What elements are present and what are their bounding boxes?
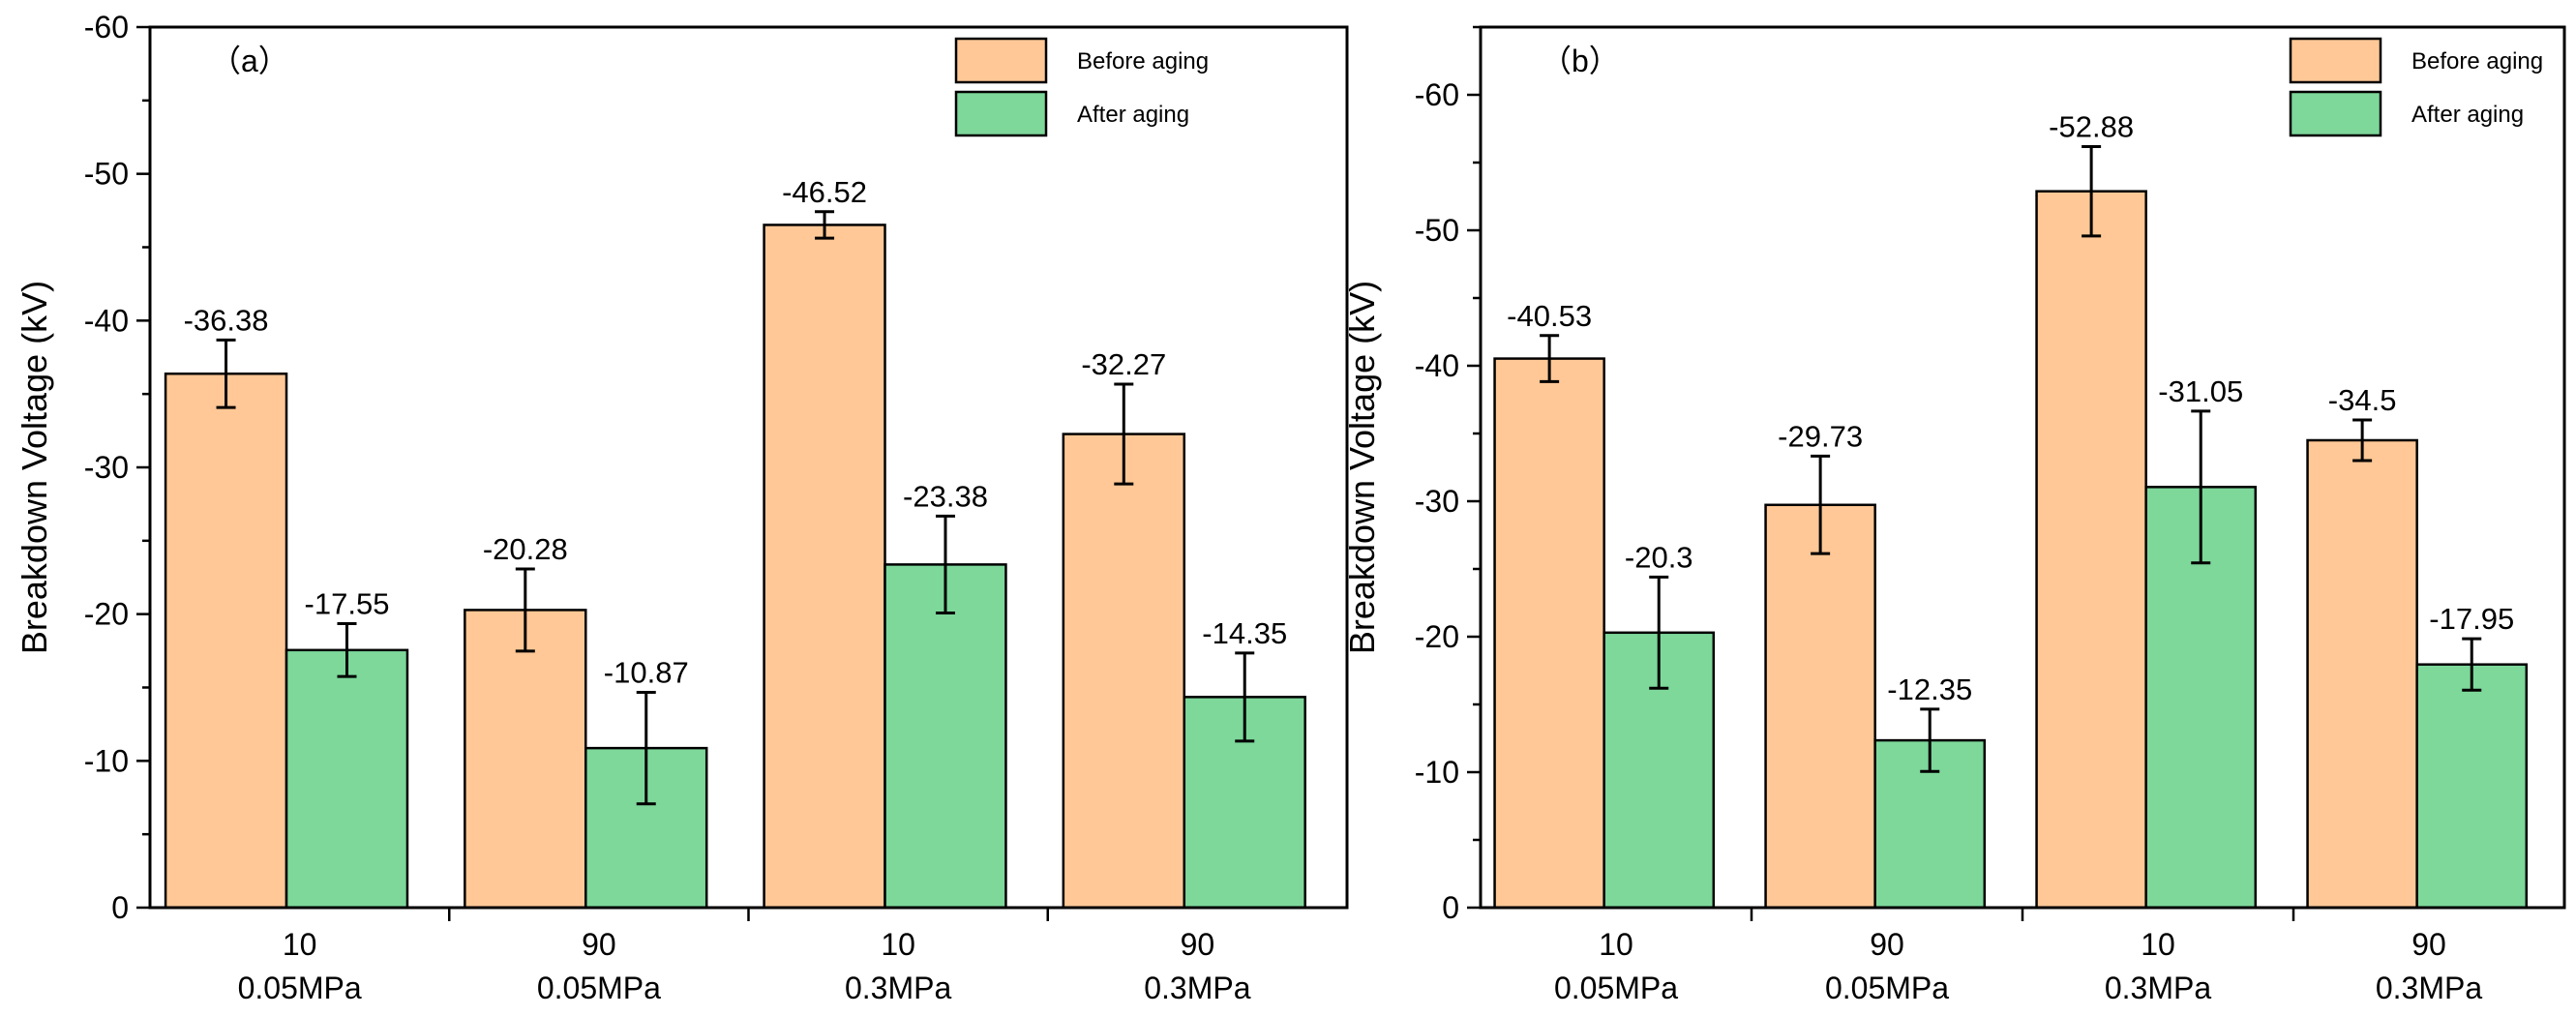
x-category-label-line2-1: 0.05MPa (537, 971, 661, 1005)
y-tick-label: -50 (84, 157, 129, 192)
y-tick-label: -20 (1415, 619, 1459, 654)
legend-label-before: Before aging (2411, 48, 2543, 75)
value-label-after-2: -31.05 (2158, 374, 2243, 408)
value-label-after-1: -10.87 (604, 656, 689, 690)
value-label-before-2: -52.88 (2049, 109, 2134, 143)
value-label-before-0: -36.38 (184, 303, 269, 337)
bar-before-2 (2035, 190, 2147, 910)
x-category-label-line1-2: 10 (2141, 927, 2175, 962)
x-category-label-line1-0: 10 (283, 927, 317, 962)
value-label-after-1: -12.35 (1887, 672, 1972, 706)
x-category-label-line1-2: 10 (881, 927, 915, 962)
x-category-label-line1-3: 90 (2411, 927, 2446, 962)
x-category-label-line1-1: 90 (582, 927, 616, 962)
legend-swatch-after (2289, 90, 2382, 137)
bar-before-3 (1062, 433, 1186, 910)
value-label-after-3: -17.95 (2429, 602, 2514, 636)
value-label-before-0: -40.53 (1507, 299, 1592, 333)
y-tick-label: -10 (1415, 755, 1459, 790)
bar-after-2 (884, 563, 1007, 910)
value-label-before-3: -32.27 (1081, 347, 1166, 381)
value-label-before-3: -34.5 (2328, 383, 2397, 417)
x-category-label-line2-1: 0.05MPa (1825, 971, 1949, 1005)
panel-label: （b） (1541, 44, 1620, 78)
bar-before-1 (464, 609, 587, 910)
legend-swatch-before (954, 37, 1048, 84)
legend-swatch-before (2289, 37, 2382, 84)
bar-after-0 (285, 648, 409, 910)
x-category-label-line2-0: 0.05MPa (238, 971, 362, 1005)
value-label-after-0: -20.3 (1625, 540, 1693, 574)
x-category-label-line1-1: 90 (1870, 927, 1904, 962)
y-tick-label: -50 (1415, 213, 1459, 248)
y-tick-label: 0 (111, 890, 129, 925)
y-axis-title: Breakdown Voltage (kV) (1342, 281, 1382, 654)
x-category-label-line1-3: 90 (1181, 927, 1215, 962)
bar-before-2 (763, 224, 886, 910)
y-tick-label: -40 (1415, 348, 1459, 383)
x-category-label-line2-2: 0.3MPa (2105, 971, 2211, 1005)
value-label-before-1: -29.73 (1778, 419, 1863, 453)
x-category-label-line2-3: 0.3MPa (2376, 971, 2482, 1005)
value-label-after-0: -17.55 (305, 587, 390, 621)
y-tick-label: -60 (1415, 77, 1459, 112)
x-category-label-line2-3: 0.3MPa (1144, 971, 1250, 1005)
value-label-after-2: -23.38 (903, 479, 988, 513)
x-category-label-line2-2: 0.3MPa (845, 971, 951, 1005)
y-tick-label: -60 (84, 10, 129, 45)
y-tick-label: -20 (84, 597, 129, 632)
bar-after-1 (1873, 738, 1987, 910)
y-tick-label: -40 (84, 303, 129, 338)
legend-label-after: After aging (1077, 102, 1189, 128)
y-tick-label: -30 (1415, 484, 1459, 519)
y-axis-title: Breakdown Voltage (kV) (15, 281, 54, 654)
legend-label-after: After aging (2411, 102, 2524, 128)
chart-panel-b: -40.53 -29.73 -52.88 -34.5 -20.3 -12.35 -31.05… (1342, 25, 2566, 1005)
value-label-before-2: -46.52 (782, 175, 867, 209)
panel-label: （a） (210, 44, 289, 78)
value-label-after-3: -14.35 (1202, 616, 1287, 650)
bar-before-0 (164, 372, 288, 910)
x-category-label-line2-0: 0.05MPa (1554, 971, 1678, 1005)
y-tick-label: -10 (84, 743, 129, 778)
bar-before-3 (2306, 438, 2418, 910)
legend-label-before: Before aging (1077, 48, 1209, 75)
bar-after-3 (2415, 663, 2529, 910)
y-tick-label: 0 (1442, 890, 1459, 925)
x-category-label-line1-0: 10 (1599, 927, 1633, 962)
bar-before-0 (1493, 357, 1605, 910)
chart-panel-a: -36.38 -20.28 -46.52 -32.27 -17.55 -10.87 -23.… (15, 10, 1349, 1005)
legend-swatch-after (954, 90, 1048, 137)
bar-before-1 (1764, 503, 1876, 910)
y-tick-label: -30 (84, 450, 129, 485)
value-label-before-1: -20.28 (483, 532, 568, 566)
